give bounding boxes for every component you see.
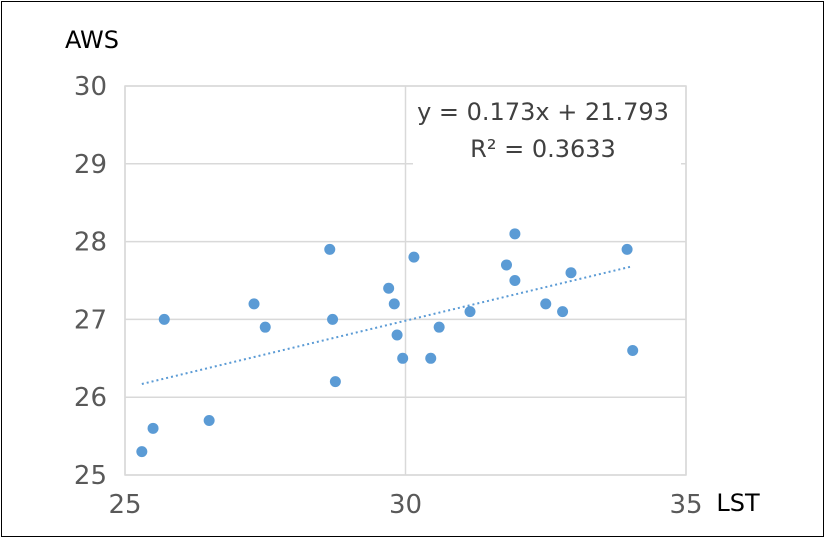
y-axis-title: AWS [65, 26, 119, 54]
data-point [136, 446, 148, 458]
y-tick-label: 27 [74, 305, 107, 335]
y-tick-label: 30 [74, 72, 107, 102]
data-point [327, 313, 339, 325]
data-point [147, 422, 159, 434]
x-tick-label: 35 [669, 490, 702, 520]
data-point [324, 243, 336, 255]
y-tick-labels: 25 26 27 28 29 30 [74, 72, 107, 491]
y-tick-label: 28 [74, 228, 107, 258]
y-tick-label: 25 [74, 461, 107, 491]
data-point [540, 298, 552, 310]
data-point [627, 345, 639, 357]
data-point [259, 321, 271, 333]
trendline-r2: R² = 0.3633 [470, 135, 616, 163]
y-tick-label: 26 [74, 383, 107, 413]
data-point [383, 282, 395, 294]
x-axis-title: LST [716, 489, 760, 517]
x-tick-label: 30 [389, 490, 422, 520]
data-point [433, 321, 445, 333]
data-points [136, 228, 639, 458]
data-point [509, 275, 521, 286]
data-point [565, 267, 577, 279]
data-point [397, 352, 409, 364]
trendline-label-box [413, 90, 681, 168]
data-point [621, 243, 633, 255]
x-tick-labels: 25 30 35 [108, 490, 702, 520]
data-point [391, 329, 403, 341]
data-point [425, 352, 437, 364]
y-tick-label: 29 [74, 150, 107, 180]
data-point [509, 228, 521, 240]
trendline-equation: y = 0.173x + 21.793 [417, 98, 669, 126]
data-point [557, 306, 569, 318]
data-point [408, 251, 420, 263]
trendline [141, 265, 633, 385]
data-point [500, 259, 512, 271]
data-point [203, 415, 215, 427]
data-point [248, 298, 260, 310]
data-point [158, 313, 170, 325]
data-point [464, 306, 476, 318]
x-tick-label: 25 [108, 490, 141, 520]
data-point [329, 376, 341, 388]
data-point [388, 298, 400, 310]
